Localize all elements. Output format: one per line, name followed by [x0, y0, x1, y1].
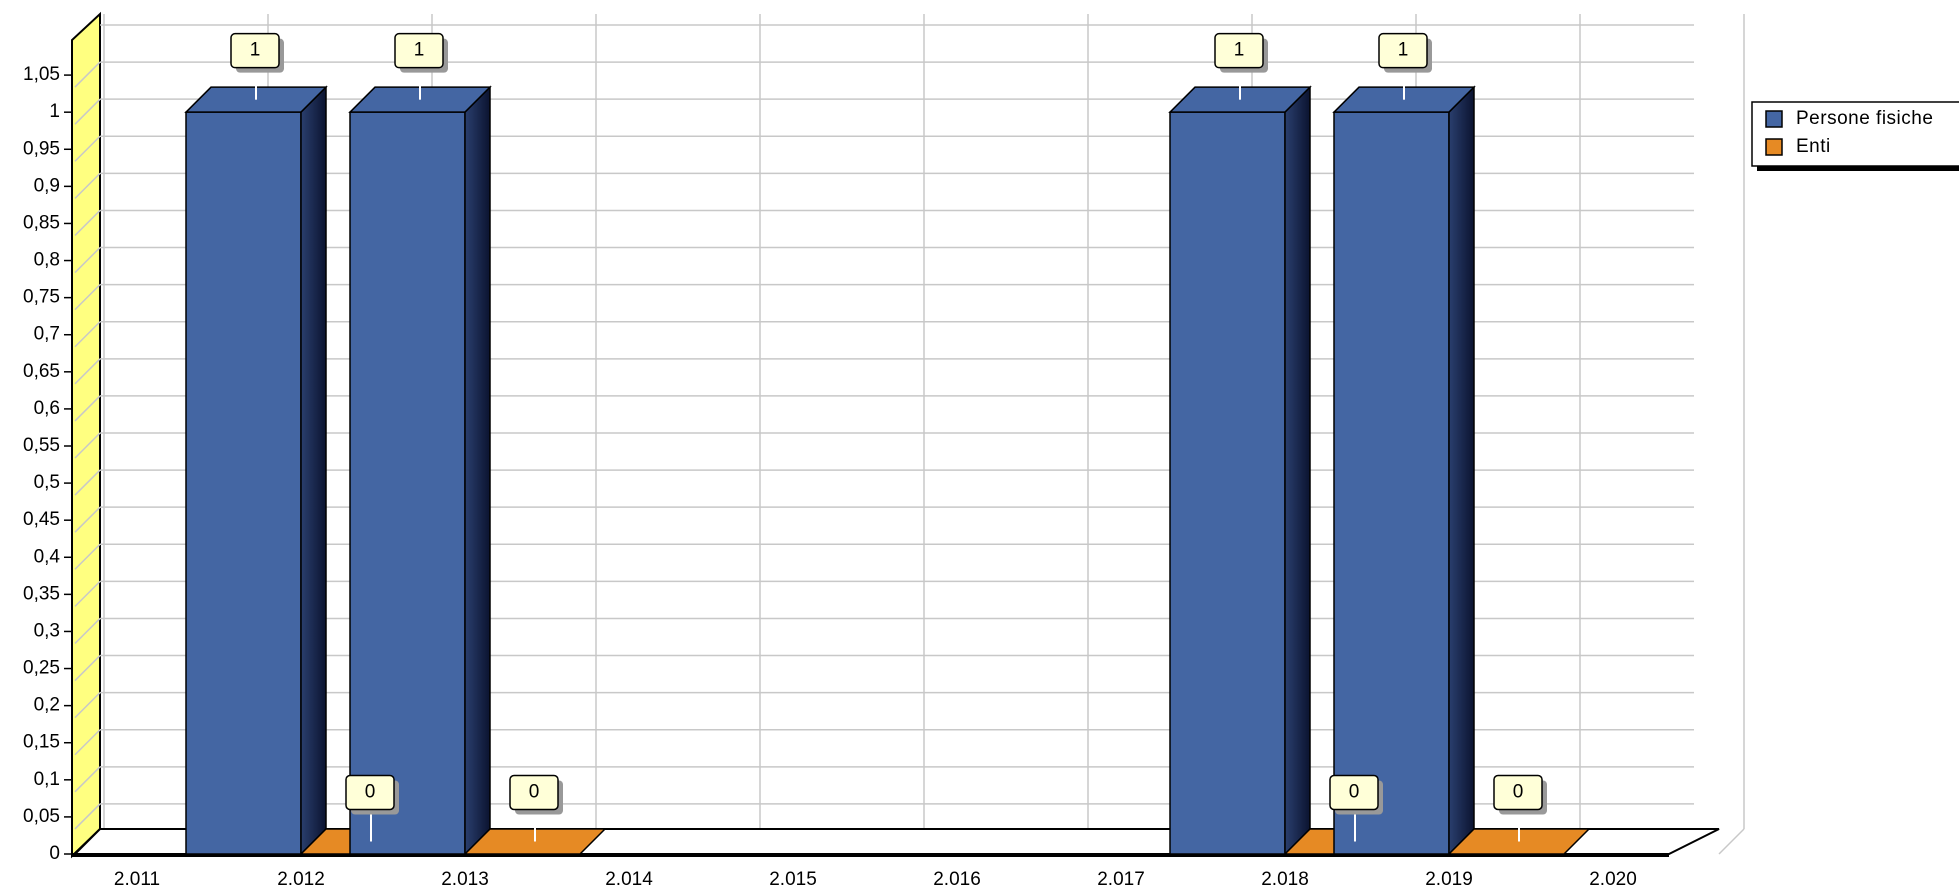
y-tick-label: 0,45	[23, 509, 60, 530]
y-tick-label: 0,4	[34, 546, 61, 567]
grid-line	[74, 432, 101, 459]
grid-line	[74, 61, 101, 88]
x-tick-label: 2.013	[441, 869, 489, 890]
y-tick-label: 0,55	[23, 435, 60, 456]
bar-front	[349, 111, 466, 855]
bar-side	[300, 85, 327, 856]
grid-line	[74, 543, 101, 570]
x-tick-label: 2.019	[1425, 869, 1473, 890]
data-label: 0	[1513, 782, 1524, 803]
y-tick-label: 0,85	[23, 212, 60, 233]
data-label: 1	[250, 40, 261, 61]
x-tick-label: 2.018	[1261, 869, 1309, 890]
grid-line	[74, 395, 101, 422]
legend-swatch	[1765, 110, 1783, 128]
legend-box	[1751, 101, 1959, 167]
x-tick-label: 2.012	[277, 869, 325, 890]
y-tick-label: 0,25	[23, 658, 60, 679]
grid-line	[74, 209, 101, 236]
y-tick-label: 0,5	[34, 472, 60, 493]
bar-front	[1169, 111, 1286, 855]
bar-front	[1333, 111, 1450, 855]
grid-line	[74, 766, 101, 793]
label-box	[1214, 32, 1264, 69]
bar-front	[185, 111, 302, 855]
y-tick-label: 0,35	[23, 583, 60, 604]
data-label: 0	[529, 782, 540, 803]
y-tick-label: 0,75	[23, 287, 60, 308]
y-tick-label: 0,9	[34, 175, 60, 196]
bar	[348, 85, 492, 856]
bar	[184, 85, 328, 856]
label-box	[345, 774, 395, 811]
grid-line	[74, 655, 101, 682]
label-box	[394, 32, 444, 69]
label-box	[230, 32, 280, 69]
x-tick-label: 2.011	[114, 869, 160, 890]
label-box	[1493, 774, 1543, 811]
y-tick-label: 0,15	[23, 732, 60, 753]
y-tick-label: 0	[49, 843, 60, 864]
bar	[1168, 85, 1312, 856]
data-label: 1	[1398, 40, 1409, 61]
grid-line	[74, 803, 101, 830]
grid-line	[74, 321, 101, 348]
grid-line	[1718, 828, 1745, 855]
grid-line	[74, 469, 101, 496]
y-tick-label: 0,7	[34, 324, 60, 345]
legend-label: Persone fisiche	[1796, 108, 1933, 129]
x-tick-label: 2.017	[1097, 869, 1145, 890]
y-tick-label: 0,1	[34, 769, 60, 790]
data-label: 0	[1349, 782, 1360, 803]
x-tick-label: 2.016	[933, 869, 981, 890]
data-label: 1	[1234, 40, 1245, 61]
grid-line	[74, 247, 101, 274]
data-label: 0	[365, 782, 376, 803]
grid-line	[74, 692, 101, 719]
grid-line	[74, 617, 101, 644]
grid-line	[74, 358, 101, 385]
label-box	[509, 774, 559, 811]
grid-line	[74, 135, 101, 162]
x-tick-label: 2.014	[605, 869, 653, 890]
y-tick-label: 0,8	[34, 250, 60, 271]
y-tick-label: 0,3	[34, 620, 60, 641]
y-tick-label: 0,05	[23, 806, 60, 827]
grid-line	[74, 284, 101, 311]
grid-line	[74, 172, 101, 199]
y-tick-label: 1,05	[23, 64, 60, 85]
y-tick-label: 0,6	[34, 398, 60, 419]
y-tick-label: 0,2	[34, 695, 60, 716]
label-box	[1378, 32, 1428, 69]
bar-side	[1448, 85, 1475, 856]
grid-line	[74, 729, 101, 756]
bar	[1332, 85, 1476, 856]
x-tick-label: 2.020	[1589, 869, 1637, 890]
y-tick-label: 0,65	[23, 361, 60, 382]
label-box	[1329, 774, 1379, 811]
grid-line	[74, 506, 101, 533]
bar-side	[1284, 85, 1311, 856]
legend-swatch	[1765, 138, 1783, 156]
grid-line	[74, 98, 101, 125]
x-tick-label: 2.015	[769, 869, 817, 890]
grid-line	[74, 580, 101, 607]
bar-side	[464, 85, 491, 856]
y-tick-label: 1	[49, 101, 60, 122]
y-tick-label: 0,95	[23, 138, 60, 159]
data-label: 1	[414, 40, 425, 61]
legend-label: Enti	[1796, 136, 1831, 157]
